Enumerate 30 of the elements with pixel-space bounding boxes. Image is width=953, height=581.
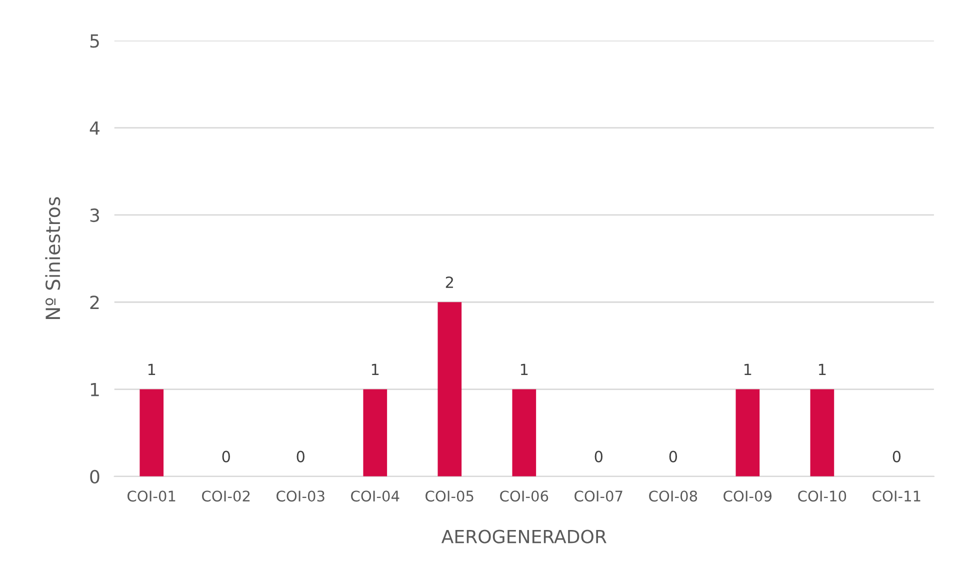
x-tick-label: COI-04	[351, 490, 400, 502]
x-tick-label: COI-01	[128, 490, 176, 502]
x-tick-label: COI-08	[649, 490, 698, 502]
y-tick-label: 5	[90, 34, 99, 48]
data-label: 1	[148, 364, 156, 375]
data-label: 1	[744, 364, 752, 375]
data-label: 1	[372, 364, 379, 375]
y-tick-label: 4	[90, 122, 100, 135]
x-tick-label: COI-03	[276, 490, 324, 502]
data-label: 2	[446, 276, 453, 288]
x-tick-label: COI-09	[724, 490, 772, 502]
x-tick-label: COI-10	[798, 490, 846, 502]
data-label: 1	[818, 364, 826, 375]
y-tick-label: 1	[90, 382, 99, 396]
y-axis-title: Nº Siniestros	[45, 197, 60, 319]
y-tick-label: 3	[90, 208, 100, 222]
y-tick-label: 2	[90, 296, 99, 309]
data-label: 0	[669, 450, 678, 462]
data-label: 0	[296, 450, 304, 462]
data-label: 0	[892, 450, 901, 462]
data-label: 0	[222, 450, 230, 462]
x-axis-title: AEROGENERADOR	[441, 530, 606, 544]
x-tick-label: COI-11	[872, 490, 920, 502]
data-label: 0	[594, 450, 603, 462]
data-label: 1	[520, 364, 528, 375]
x-tick-label: COI-06	[500, 490, 548, 502]
x-tick-label: COI-07	[574, 490, 622, 502]
y-tick-label: 0	[90, 470, 100, 484]
x-tick-label: COI-02	[202, 490, 250, 502]
x-tick-label: COI-05	[426, 490, 474, 502]
